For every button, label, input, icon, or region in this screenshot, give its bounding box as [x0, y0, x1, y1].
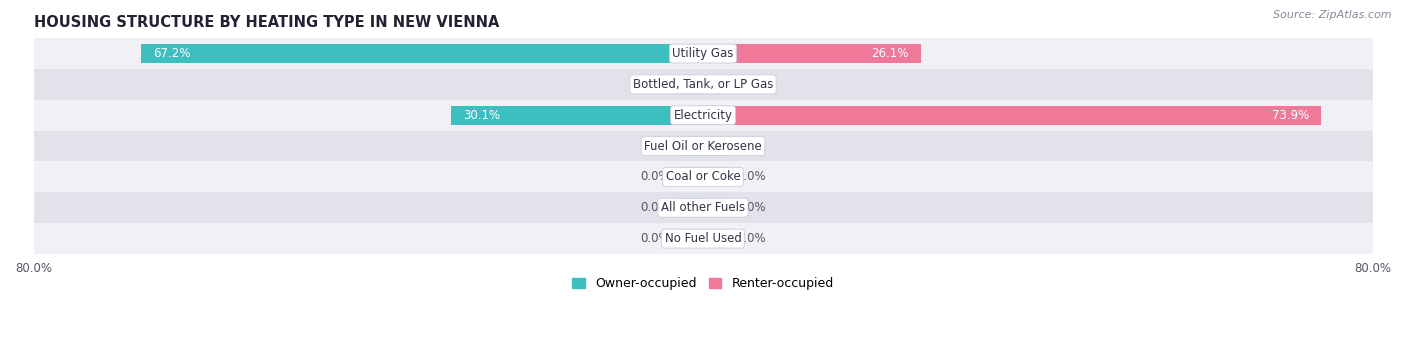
Bar — [703, 44, 921, 63]
Text: 0.0%: 0.0% — [737, 232, 766, 245]
Text: 73.9%: 73.9% — [1271, 109, 1309, 122]
Text: Bottled, Tank, or LP Gas: Bottled, Tank, or LP Gas — [633, 78, 773, 91]
Bar — [34, 69, 1372, 100]
Bar — [34, 162, 1372, 192]
Text: 0.0%: 0.0% — [737, 170, 766, 183]
Text: HOUSING STRUCTURE BY HEATING TYPE IN NEW VIENNA: HOUSING STRUCTURE BY HEATING TYPE IN NEW… — [34, 15, 499, 30]
Text: 0.0%: 0.0% — [737, 78, 766, 91]
Bar — [703, 136, 728, 155]
Text: 30.1%: 30.1% — [464, 109, 501, 122]
Bar — [678, 75, 703, 94]
Bar — [703, 75, 728, 94]
Text: No Fuel Used: No Fuel Used — [665, 232, 741, 245]
Text: 0.0%: 0.0% — [640, 201, 669, 214]
Text: Source: ZipAtlas.com: Source: ZipAtlas.com — [1274, 10, 1392, 20]
Bar — [451, 106, 703, 125]
Text: Fuel Oil or Kerosene: Fuel Oil or Kerosene — [644, 139, 762, 152]
Bar — [678, 136, 703, 155]
Bar — [703, 198, 728, 217]
Bar — [703, 167, 728, 187]
Text: 0.0%: 0.0% — [640, 170, 669, 183]
Text: 0.61%: 0.61% — [633, 78, 669, 91]
Bar — [703, 229, 728, 248]
Text: 0.0%: 0.0% — [737, 201, 766, 214]
Text: Electricity: Electricity — [673, 109, 733, 122]
Bar — [34, 100, 1372, 131]
Bar — [34, 223, 1372, 254]
Text: 26.1%: 26.1% — [872, 47, 908, 60]
Legend: Owner-occupied, Renter-occupied: Owner-occupied, Renter-occupied — [568, 272, 838, 295]
Text: 0.0%: 0.0% — [737, 139, 766, 152]
Bar — [703, 106, 1322, 125]
Text: 67.2%: 67.2% — [153, 47, 191, 60]
Bar — [141, 44, 703, 63]
Bar — [34, 38, 1372, 69]
Bar — [34, 192, 1372, 223]
Text: Coal or Coke: Coal or Coke — [665, 170, 741, 183]
Bar — [678, 198, 703, 217]
Text: Utility Gas: Utility Gas — [672, 47, 734, 60]
Bar — [678, 167, 703, 187]
Text: 0.0%: 0.0% — [640, 232, 669, 245]
Bar — [34, 131, 1372, 162]
Text: 2.2%: 2.2% — [640, 139, 669, 152]
Text: All other Fuels: All other Fuels — [661, 201, 745, 214]
Bar — [678, 229, 703, 248]
